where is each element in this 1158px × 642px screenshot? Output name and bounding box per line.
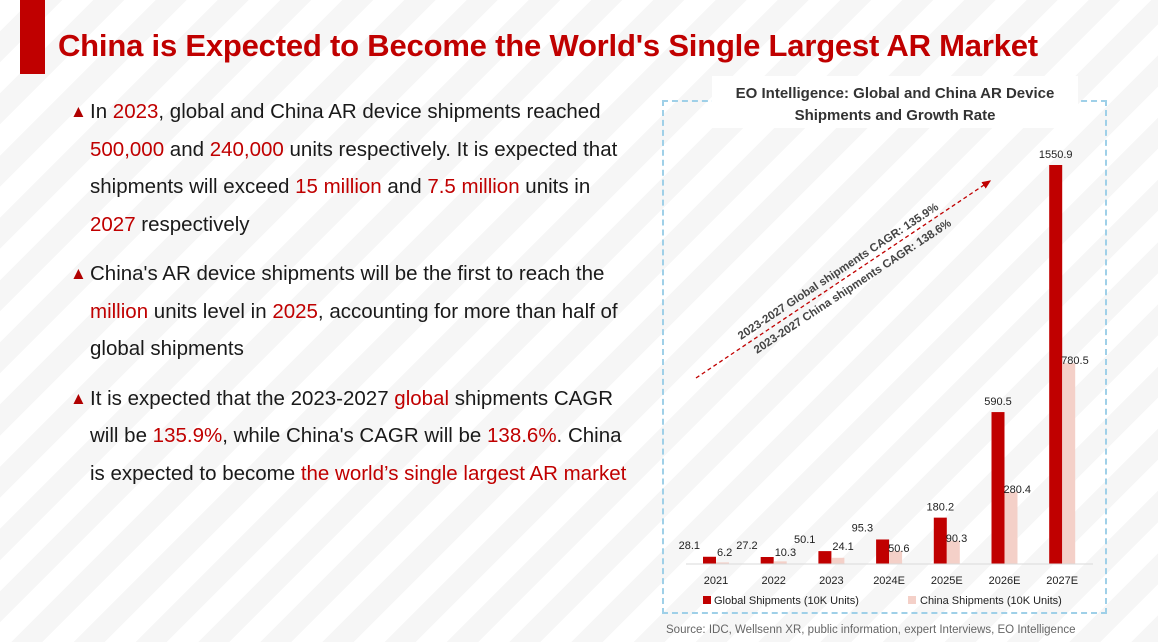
cagr-annotation-china: 2023-2027 China shipments CAGR: 138.6%	[752, 217, 954, 356]
china-bar	[1004, 491, 1018, 564]
china-value-label: 6.2	[717, 547, 732, 559]
china-bar	[831, 557, 845, 564]
body-text: respectively	[135, 212, 250, 236]
bullet-item: ▲ China's AR device shipments will be th…	[70, 255, 640, 368]
global-bar	[1049, 165, 1063, 564]
x-tick-label: 2026E	[989, 575, 1021, 587]
body-text: , accounting for more than half of globa…	[90, 299, 618, 361]
highlight-text: 7.5 million	[427, 175, 520, 198]
x-tick-label: 2023	[819, 575, 843, 587]
highlight-text: 500,000	[90, 137, 165, 161]
body-text: In	[90, 100, 113, 123]
highlight-text: 138.6%	[487, 424, 557, 447]
global-bar	[933, 517, 947, 564]
legend-swatch-china	[908, 596, 916, 604]
global-bar	[818, 551, 832, 564]
body-text: units in	[519, 175, 591, 198]
bullet-list: ▲ In 2023, global and China AR device sh…	[70, 93, 640, 504]
china-bar	[1062, 363, 1076, 564]
global-value-label: 27.2	[736, 540, 757, 552]
china-bar	[889, 550, 903, 564]
global-value-label: 95.3	[852, 522, 873, 534]
body-text: units level in	[148, 299, 273, 323]
global-value-label: 180.2	[927, 502, 955, 514]
cagr-trend-arrow	[695, 180, 992, 379]
x-tick-label: 2024E	[873, 575, 905, 587]
legend-swatch-global	[703, 596, 711, 604]
bullet-item: ▲ In 2023, global and China AR device sh…	[70, 93, 640, 243]
body-text: , while China's CAGR will be	[222, 424, 488, 447]
x-tick-label: 2027E	[1046, 575, 1078, 587]
china-value-label: 280.4	[1004, 484, 1032, 496]
china-value-label: 50.6	[888, 543, 909, 555]
highlight-text: 135.9%	[152, 424, 223, 447]
global-bar	[876, 539, 890, 564]
legend-label-global: Global Shipments (10K Units)	[714, 595, 859, 607]
highlight-text: 15 million	[295, 175, 382, 198]
china-value-label: 90.3	[946, 533, 967, 545]
title-accent-bar	[20, 0, 45, 74]
china-value-label: 10.3	[775, 547, 796, 559]
x-tick-label: 2021	[704, 575, 728, 587]
global-value-label: 28.1	[679, 540, 700, 552]
bullet-text: It is expected that the 2023-2027 global…	[90, 387, 626, 485]
highlight-text: the world’s single largest AR market	[300, 461, 627, 485]
chart-title: EO Intelligence: Global and China AR Dev…	[735, 85, 1055, 124]
cagr-annotation-global: 2023-2027 Global shipments CAGR: 135.9%	[736, 201, 941, 342]
highlight-text: 2023	[112, 100, 159, 123]
body-text: China's AR device shipments will be the …	[90, 262, 605, 285]
legend-label-china: China Shipments (10K Units)	[920, 595, 1062, 607]
global-bar	[991, 412, 1005, 564]
china-bar	[716, 562, 729, 564]
x-tick-label: 2022	[761, 575, 785, 587]
china-bar	[946, 540, 960, 564]
china-value-label: 24.1	[832, 541, 853, 553]
body-text: and	[381, 175, 428, 198]
triangle-bullet-icon: ▲	[70, 264, 87, 283]
page-title: China is Expected to Become the World's …	[58, 28, 1038, 63]
body-text: shipments CAGR will be	[90, 386, 614, 448]
global-value-label: 590.5	[984, 396, 1012, 408]
body-text: . China is expected to become	[90, 424, 622, 485]
triangle-bullet-icon: ▲	[70, 388, 87, 408]
body-text: and	[164, 137, 210, 161]
highlight-text: million	[90, 299, 149, 323]
triangle-bullet-icon: ▲	[70, 102, 87, 121]
chart-title-backdrop	[712, 76, 1078, 128]
body-text: units respectively. It is expected that …	[90, 137, 618, 199]
highlight-text: 2027	[90, 212, 136, 236]
global-value-label: 50.1	[794, 534, 815, 546]
highlight-text: 240,000	[209, 137, 284, 161]
source-note: Source: IDC, Wellsenn XR, public informa…	[666, 624, 1076, 636]
highlight-text: 2025	[272, 299, 318, 323]
body-text: It is expected that the 2023-2027	[90, 386, 395, 410]
highlight-text: global	[394, 386, 450, 410]
bullet-text: China's AR device shipments will be the …	[90, 262, 618, 360]
bullet-item: ▲ It is expected that the 2023-2027 glob…	[70, 380, 640, 493]
global-bar	[760, 557, 774, 564]
x-tick-label: 2025E	[931, 575, 963, 587]
global-value-label: 1550.9	[1039, 149, 1073, 161]
global-bar	[703, 556, 716, 564]
china-bar	[773, 561, 787, 564]
bullet-text: In 2023, global and China AR device ship…	[90, 100, 617, 236]
china-value-label: 780.5	[1061, 355, 1089, 367]
body-text: , global and China AR device shipments r…	[158, 100, 601, 123]
